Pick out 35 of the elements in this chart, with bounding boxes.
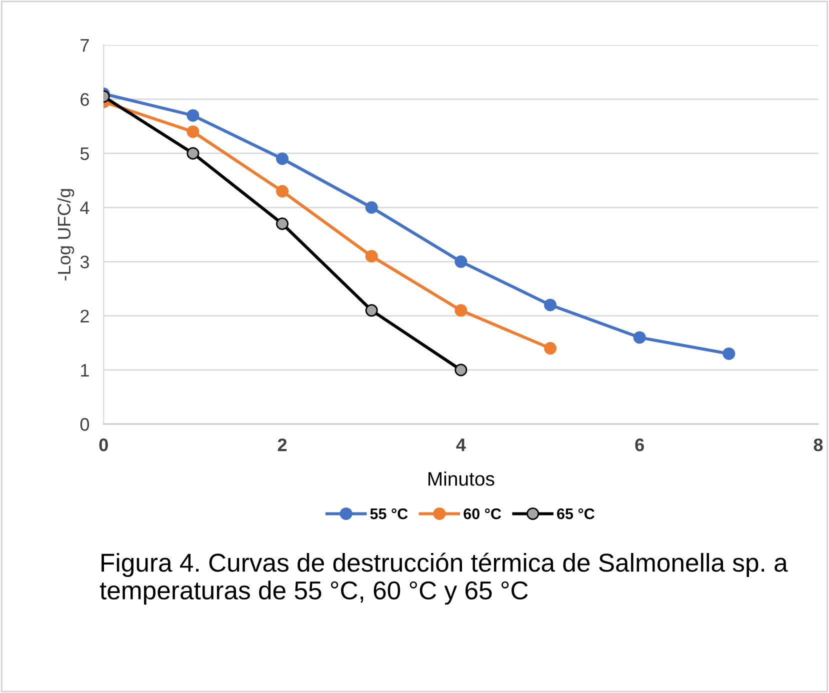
legend-label: 60 °C: [464, 508, 502, 520]
point: [186, 109, 200, 122]
point: [544, 298, 556, 312]
x-tick-label: 6: [635, 438, 644, 452]
point: [633, 331, 646, 344]
y-tick-label: 0: [80, 418, 90, 431]
point: [722, 347, 736, 360]
y-tick-label: 3: [80, 256, 89, 268]
y-tick-label: 6: [80, 93, 89, 106]
x-tick-label: 0: [99, 438, 108, 452]
x-tick-label: 2: [278, 438, 287, 452]
point: [186, 125, 200, 138]
point: [544, 342, 556, 355]
point: [276, 152, 289, 166]
y-axis-title: -Log UFC/g: [57, 189, 74, 280]
text: Figura 4. Curvas de destrucción térmica de Salmonella sp. a temperaturas de 55 °C, 60 °C y 65 °C: [100, 552, 788, 605]
point: [454, 364, 468, 376]
y-tick-label: 4: [80, 202, 90, 214]
point: [276, 218, 289, 230]
point: [365, 201, 378, 214]
legend-label: 65 °C: [557, 508, 594, 520]
legend-label: 55 °C: [370, 508, 408, 520]
point: [454, 304, 468, 317]
point: [365, 304, 378, 317]
point: [454, 255, 468, 268]
y-tick-label: 7: [80, 39, 89, 52]
point: [365, 250, 378, 262]
x-axis-title: Minutos: [428, 472, 494, 486]
point: [276, 185, 289, 198]
x-tick-label: 8: [814, 438, 823, 452]
x-tick-label: 4: [456, 438, 466, 452]
y-tick-label: 1: [81, 364, 89, 377]
y-tick-label: 2: [80, 310, 89, 322]
point: [186, 147, 200, 160]
y-tick-label: 5: [80, 147, 89, 160]
